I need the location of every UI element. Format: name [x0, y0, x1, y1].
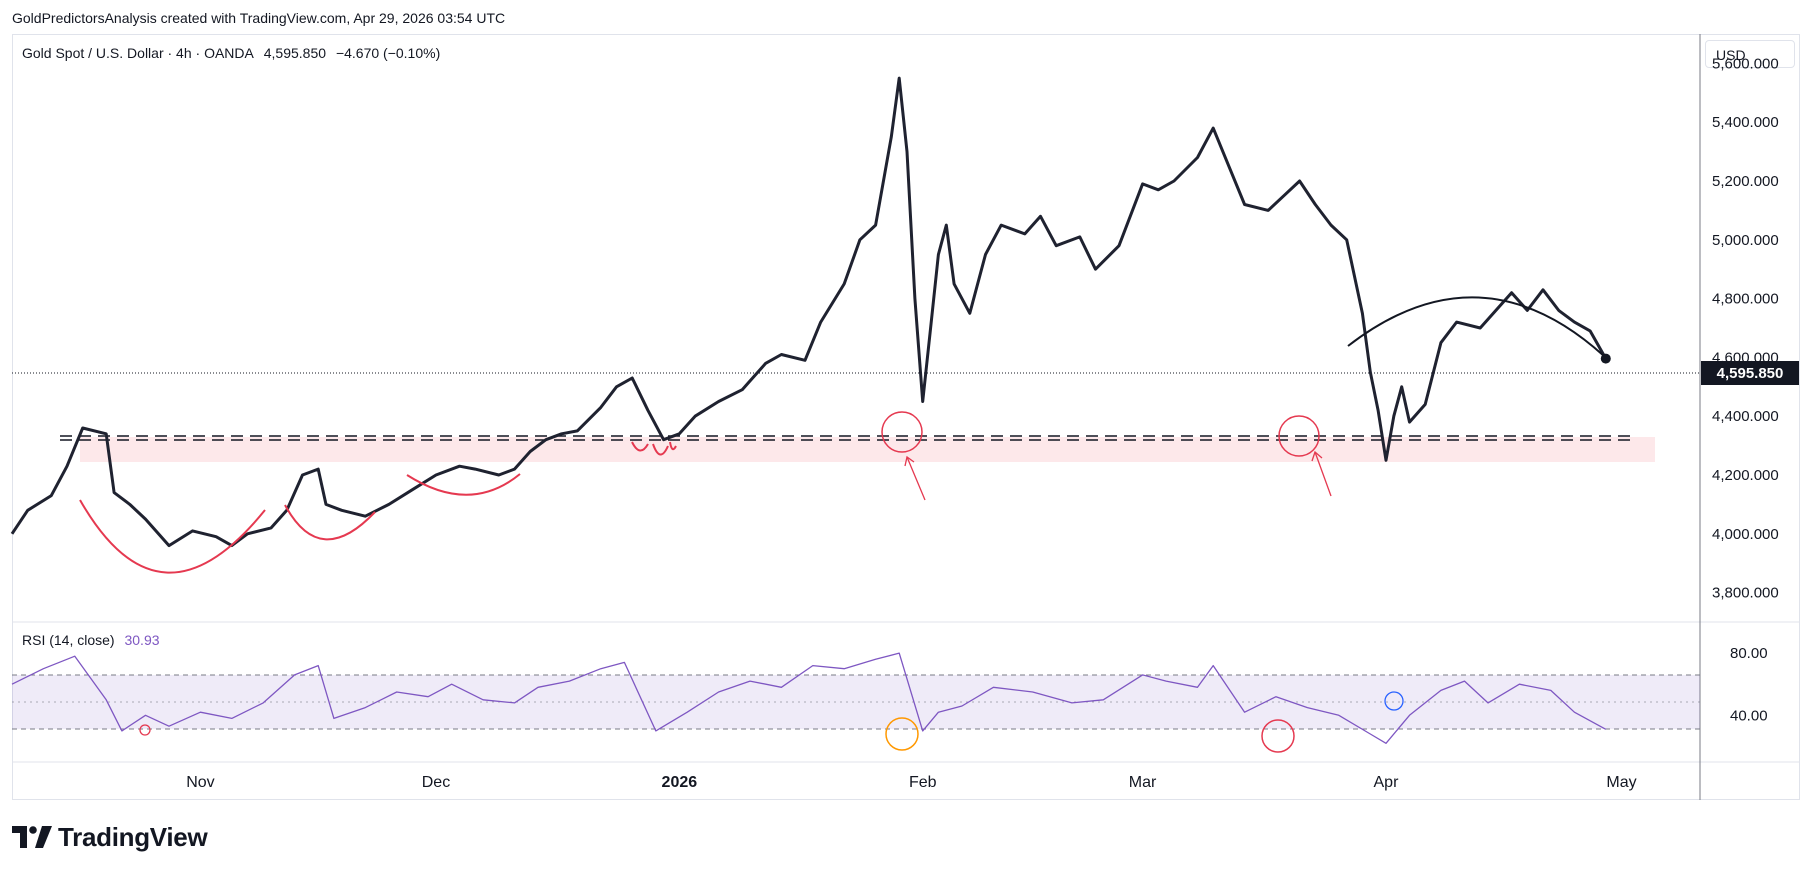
tradingview-logo-text: TradingView — [58, 821, 208, 852]
rsi-label: RSI (14, close) — [22, 632, 115, 648]
symbol-change: −4.670 (−0.10%) — [335, 45, 441, 61]
tradingview-logo-icon — [12, 826, 52, 848]
chart-frame — [12, 34, 1800, 800]
rsi-value: 30.93 — [124, 632, 160, 648]
rsi-legend: RSI (14, close) 30.93 — [22, 632, 160, 648]
header-attribution: GoldPredictorsAnalysis created with Trad… — [12, 10, 506, 26]
currency-button[interactable]: USD — [1705, 40, 1795, 68]
symbol-legend: Gold Spot / U.S. Dollar · 4h · OANDA 4,5… — [22, 45, 446, 61]
symbol-last-price: 4,595.850 — [263, 45, 327, 61]
tradingview-logo[interactable]: TradingView — [12, 821, 208, 852]
symbol-name: Gold Spot / U.S. Dollar · 4h · OANDA — [22, 45, 254, 61]
